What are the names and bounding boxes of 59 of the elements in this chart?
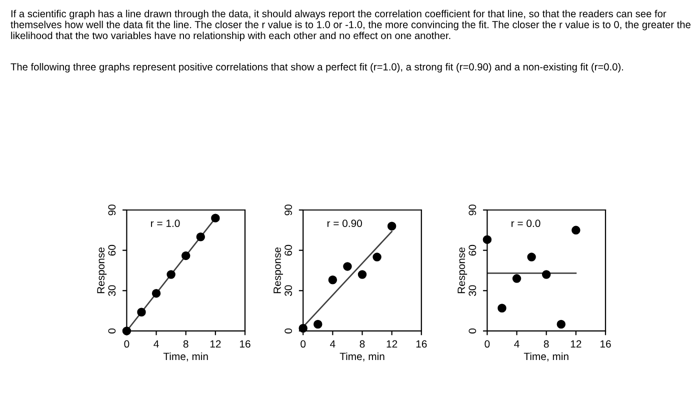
x-tick-label: 0 xyxy=(124,340,130,348)
x-axis-title: Time, min xyxy=(524,352,568,362)
point xyxy=(372,252,382,262)
y-tick-label: 0 xyxy=(108,328,116,334)
point xyxy=(572,226,580,235)
point xyxy=(498,304,506,312)
x-tick-label: 8 xyxy=(544,340,549,348)
x-tick-label: 4 xyxy=(330,340,336,348)
point xyxy=(512,274,522,283)
point xyxy=(211,214,220,222)
y-tick-label: 0 xyxy=(468,328,476,334)
text: If a scientific graph has a line drawn through the data, it should always report the correlation coefficient for that line, so that the readers can see for themselves how well the data fit the line. The closer the r value is to 1.0 or -1.0, the more convincing the fit. The closer the r value is to 0, the greater the likelihood that the two variables have no relationship with each other and no effect on one another. xyxy=(10,10,690,42)
point xyxy=(181,251,190,260)
x-tick-label: 12 xyxy=(386,340,398,348)
point xyxy=(122,326,132,336)
point xyxy=(556,320,566,329)
text: r = 0.0 xyxy=(512,220,540,228)
point xyxy=(387,222,396,230)
y-axis-title: Response xyxy=(458,247,468,294)
text: r = 1.0 xyxy=(151,220,180,228)
point xyxy=(314,320,322,329)
y-axis-title: Response xyxy=(97,247,107,294)
x-tick-label: 0 xyxy=(300,340,306,348)
x-tick-label: 16 xyxy=(240,340,250,348)
point xyxy=(166,270,176,279)
x-tick-label: 8 xyxy=(183,340,188,348)
x-tick-label: 4 xyxy=(154,340,159,348)
y-tick-label: 60 xyxy=(284,244,292,256)
point xyxy=(328,276,338,284)
x-axis-title: Time, min xyxy=(163,352,208,362)
y-tick-label: 90 xyxy=(468,204,476,216)
text: The following three graphs represent positive correlations that show a perfect fit (r=1.0), a strong fit (r=0.90) and a non-existing fit (r=0.0). xyxy=(10,63,623,72)
x-tick-label: 8 xyxy=(360,340,365,348)
y-tick-label: 30 xyxy=(108,285,116,296)
x-tick-label: 12 xyxy=(210,340,221,348)
y-tick-label: 30 xyxy=(284,285,292,296)
y-tick-label: 0 xyxy=(284,328,292,334)
x-tick-label: 4 xyxy=(514,340,520,348)
y-tick-label: 90 xyxy=(108,204,116,216)
point xyxy=(358,270,367,279)
y-axis-title: Response xyxy=(274,247,283,294)
y-tick-label: 60 xyxy=(108,244,116,256)
point xyxy=(298,324,308,333)
text: r = 0.90 xyxy=(327,220,362,228)
x-tick-label: 16 xyxy=(600,340,611,348)
point xyxy=(152,288,161,298)
point xyxy=(343,262,352,271)
x-tick-label: 0 xyxy=(484,340,490,348)
x-axis-title: Time, min xyxy=(340,352,384,362)
point xyxy=(527,252,536,262)
y-tick-label: 30 xyxy=(468,285,476,296)
y-tick-label: 90 xyxy=(284,204,292,216)
x-tick-label: 12 xyxy=(570,340,582,348)
point xyxy=(542,270,551,279)
point xyxy=(137,308,146,317)
point xyxy=(196,232,206,242)
point xyxy=(482,235,492,244)
y-tick-label: 60 xyxy=(468,244,476,256)
x-tick-label: 16 xyxy=(416,340,427,348)
